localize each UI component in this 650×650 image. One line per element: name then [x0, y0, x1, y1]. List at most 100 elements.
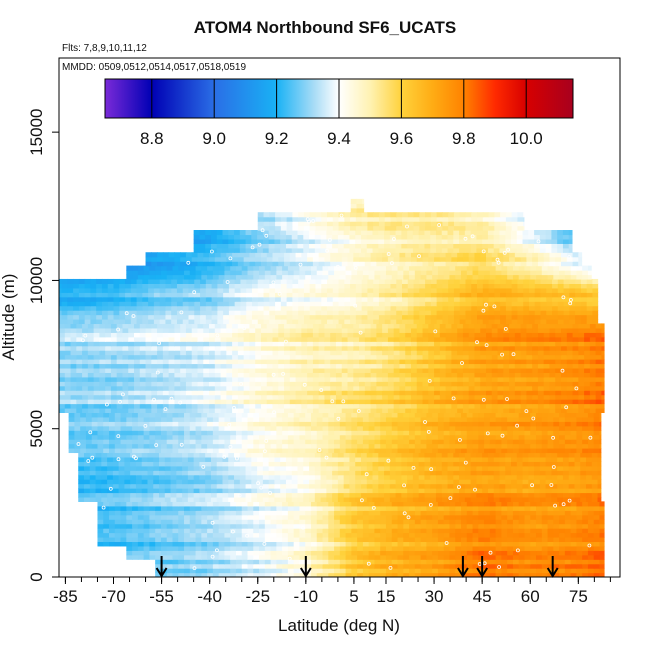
heat-cell — [312, 390, 320, 396]
heat-cell — [514, 381, 522, 387]
heat-cell — [122, 359, 129, 365]
heat-cell — [401, 488, 408, 494]
heat-cell — [586, 496, 593, 502]
heat-cell — [516, 496, 524, 502]
heat-cell — [403, 541, 410, 547]
heat-cell — [385, 447, 393, 454]
heat-cell — [164, 456, 172, 462]
heat-cell — [322, 501, 329, 507]
heat-cell — [409, 528, 416, 534]
heat-cell — [572, 354, 579, 360]
heat-cell — [320, 465, 327, 471]
heat-cell — [345, 545, 352, 551]
heat-cell — [295, 345, 302, 351]
heat-cell — [455, 501, 462, 507]
heat-cell — [455, 430, 462, 436]
heat-cell — [214, 390, 222, 396]
heat-cell — [432, 541, 439, 547]
heat-cell — [576, 528, 583, 534]
heat-cell — [536, 430, 543, 436]
heat-cell — [270, 412, 277, 418]
heat-cell — [89, 483, 97, 489]
heat-cell — [397, 430, 404, 436]
heat-cell — [95, 470, 102, 476]
heat-cell — [524, 550, 531, 556]
heat-cell — [543, 407, 551, 413]
heat-cell — [205, 496, 212, 502]
heat-cell — [109, 501, 116, 507]
heat-cell — [551, 456, 558, 462]
heat-cell — [230, 523, 237, 529]
heat-cell — [276, 572, 283, 577]
heat-cell — [570, 572, 577, 577]
heat-cell — [118, 470, 125, 476]
heat-cell — [384, 461, 391, 467]
heat-cell — [85, 439, 93, 445]
heat-cell — [210, 496, 218, 502]
heat-cell — [486, 363, 493, 369]
heat-cell — [237, 376, 245, 382]
heat-cell — [207, 447, 214, 454]
heat-cell — [91, 439, 99, 445]
heat-cell — [153, 492, 160, 498]
heat-cell — [270, 559, 277, 565]
heat-cell — [266, 363, 274, 369]
heat-cell — [235, 528, 243, 534]
heat-cell — [564, 439, 572, 445]
heat-cell — [512, 519, 520, 525]
heat-cell — [259, 514, 266, 520]
heat-cell — [568, 496, 576, 502]
heat-cell — [584, 403, 591, 409]
heat-cell — [443, 443, 451, 449]
heat-cell — [339, 505, 347, 511]
heat-cell — [247, 563, 254, 569]
heat-cell — [524, 528, 531, 534]
heat-cell — [478, 510, 485, 516]
heat-cell — [357, 545, 364, 551]
heat-cell — [207, 550, 214, 556]
heat-cell — [474, 390, 481, 396]
heat-cell — [412, 456, 420, 462]
heat-cell — [224, 514, 231, 520]
heat-cell — [520, 407, 527, 413]
heat-cell — [68, 421, 75, 427]
heat-cell — [93, 381, 100, 387]
heat-cell — [461, 550, 468, 556]
heat-cell — [247, 439, 254, 445]
heat-cell — [474, 381, 481, 387]
heat-cell — [105, 367, 112, 373]
heat-cell — [243, 336, 251, 342]
heat-cell — [197, 341, 204, 347]
heat-cell — [351, 532, 358, 538]
heat-cell — [284, 367, 291, 373]
heat-cell — [230, 559, 237, 565]
heat-cell — [512, 559, 520, 565]
heat-cell — [501, 501, 508, 507]
heat-cell — [597, 496, 602, 502]
heat-cell — [518, 439, 526, 445]
heat-cell — [351, 523, 358, 529]
heat-cell — [82, 341, 89, 347]
heat-cell — [116, 350, 124, 356]
heat-cell — [184, 523, 191, 529]
heat-cell — [289, 394, 297, 400]
heat-cell — [297, 479, 304, 485]
heat-cell — [268, 465, 276, 471]
heat-cell — [126, 505, 133, 511]
heat-cell — [253, 532, 260, 538]
heat-cell — [578, 336, 585, 342]
heat-cell — [401, 461, 408, 467]
heat-cell — [410, 376, 418, 382]
heat-cell — [95, 492, 102, 498]
heat-cell — [395, 456, 402, 462]
heat-cell — [234, 456, 241, 462]
heat-cell — [195, 528, 202, 534]
heat-cell — [245, 488, 252, 494]
heat-cell — [93, 336, 100, 342]
heat-cell — [534, 492, 541, 498]
heat-cell — [360, 483, 368, 489]
heat-cell — [174, 367, 181, 373]
heat-cell — [472, 532, 479, 538]
heat-cell — [399, 341, 406, 347]
heat-cell — [143, 501, 150, 507]
